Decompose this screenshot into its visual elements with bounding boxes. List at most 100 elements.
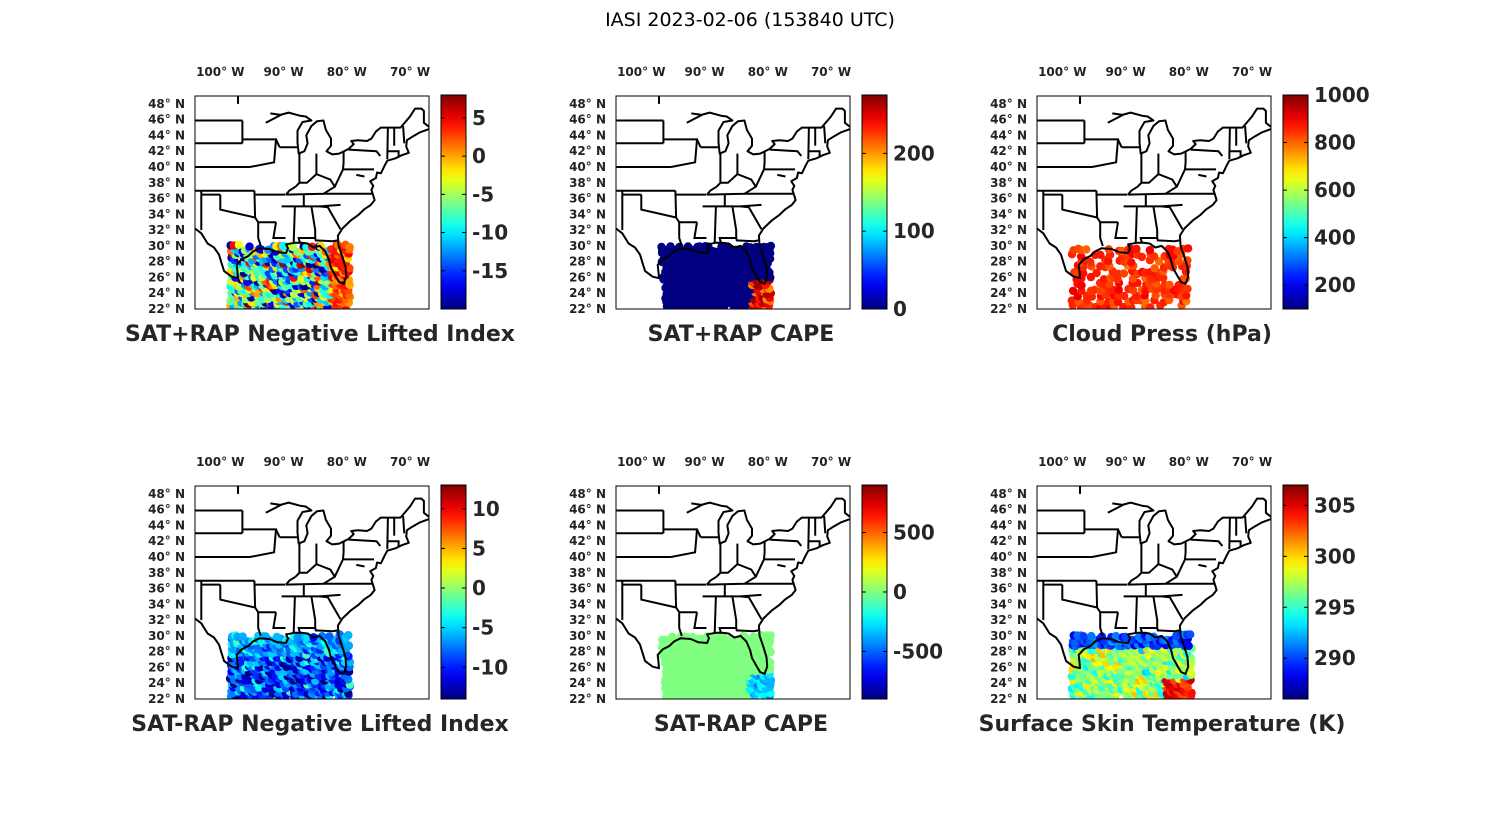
lat-tick-label: 46° N	[569, 503, 606, 517]
lat-tick-label: 40° N	[990, 160, 1027, 174]
lat-tick-label: 22° N	[569, 302, 606, 316]
state-border	[242, 138, 278, 168]
data-point	[1165, 280, 1174, 290]
state-border	[1128, 172, 1179, 196]
state-border	[285, 575, 297, 586]
lat-tick-label: 26° N	[990, 660, 1027, 674]
data-point	[766, 631, 775, 640]
lat-tick-label: 38° N	[569, 176, 606, 190]
data-point	[344, 641, 354, 650]
lat-tick-label: 48° N	[148, 487, 185, 501]
lon-tick-label: 100° W	[1038, 455, 1086, 469]
data-point	[345, 243, 354, 252]
data-point	[766, 241, 776, 251]
lat-tick-label: 34° N	[990, 597, 1027, 611]
panel-title: Cloud Press (hPa)	[1052, 322, 1272, 347]
northern-border	[1112, 497, 1271, 546]
lat-tick-label: 44° N	[569, 128, 606, 142]
state-border	[823, 125, 827, 144]
lat-tick-label: 32° N	[148, 223, 185, 237]
map-borders	[195, 486, 429, 675]
lat-tick-label: 36° N	[148, 192, 185, 206]
lat-tick-label: 42° N	[569, 534, 606, 548]
colorbar-tick-label: -10	[472, 655, 508, 679]
scatter-points	[657, 631, 776, 699]
panel-title: SAT-RAP CAPE	[654, 712, 828, 737]
state-border	[1229, 540, 1242, 547]
map-frame	[615, 485, 851, 700]
lat-tick-label: 38° N	[990, 566, 1027, 580]
lat-tick-label: 40° N	[990, 550, 1027, 564]
colorbar-tick-label: 100	[893, 219, 935, 243]
lat-tick-label: 40° N	[148, 550, 185, 564]
colorbar-tick-label: 0	[893, 297, 907, 321]
data-point	[1186, 630, 1195, 639]
lat-tick-label: 28° N	[569, 255, 606, 269]
data-point	[657, 242, 666, 252]
lon-tick-label: 80° W	[327, 455, 367, 469]
panel-title: SAT+RAP CAPE	[648, 322, 835, 347]
lon-tick-label: 70° W	[390, 455, 430, 469]
panel-p1: 100° W 90° W 80° W 70° W 48° N 46° N44° N 42° …	[125, 65, 515, 347]
data-point	[1067, 296, 1077, 305]
data-point	[1068, 286, 1078, 296]
coastline	[195, 128, 429, 285]
state-border	[807, 517, 810, 550]
map-borders	[195, 96, 429, 285]
lon-tick-label: 100° W	[617, 455, 665, 469]
northern-border	[691, 107, 850, 156]
state-border	[402, 125, 406, 144]
state-border	[1175, 541, 1187, 578]
data-point	[1077, 281, 1086, 290]
state-border	[740, 595, 763, 620]
state-border	[706, 575, 718, 586]
colorbar-tick-label: 400	[1314, 226, 1356, 250]
lat-tick-label: 22° N	[990, 692, 1027, 706]
state-border	[1175, 151, 1187, 188]
state-border	[1127, 185, 1139, 196]
state-border	[1229, 150, 1242, 157]
state-border	[1198, 173, 1207, 178]
map-frame	[1036, 95, 1272, 310]
lat-tick-label: 34° N	[569, 597, 606, 611]
lon-tick-label: 100° W	[617, 65, 665, 79]
lat-tick-label: 36° N	[990, 192, 1027, 206]
data-point	[1119, 291, 1129, 301]
state-border	[242, 528, 278, 558]
state-border	[1134, 206, 1138, 243]
lon-tick-label: 80° W	[748, 65, 788, 79]
lon-tick-label: 90° W	[263, 65, 303, 79]
lat-tick-label: 32° N	[148, 613, 185, 627]
lat-tick-label: 34° N	[569, 207, 606, 221]
lat-tick-label: 44° N	[148, 518, 185, 532]
colorbar-tick-label: 10	[472, 497, 500, 521]
lat-tick-label: 24° N	[569, 286, 606, 300]
state-border	[1244, 125, 1248, 144]
data-point	[1183, 284, 1192, 294]
lon-tick-label: 80° W	[1169, 455, 1209, 469]
data-point	[1146, 303, 1155, 309]
lat-tick-label: 24° N	[148, 676, 185, 690]
data-point	[325, 632, 334, 641]
colorbar	[1282, 94, 1309, 310]
colorbar-tick-label: 5	[472, 106, 486, 130]
colorbar-tick-label: 200	[893, 141, 935, 165]
lat-tick-label: 30° N	[569, 239, 606, 253]
state-border	[769, 538, 803, 547]
state-border	[319, 205, 342, 230]
state-border	[1198, 563, 1207, 568]
data-point	[1127, 258, 1136, 267]
lon-tick-label: 80° W	[748, 455, 788, 469]
colorbar-tick-label: 800	[1314, 131, 1356, 155]
state-border	[777, 563, 786, 568]
coastline	[1037, 128, 1271, 285]
state-border	[777, 173, 786, 178]
lon-tick-label: 80° W	[327, 65, 367, 79]
state-border	[754, 541, 766, 578]
lon-tick-label: 70° W	[1232, 455, 1272, 469]
data-point	[1150, 264, 1159, 273]
state-border	[1134, 596, 1138, 633]
data-point	[317, 632, 327, 641]
state-border	[275, 138, 281, 148]
state-border	[292, 596, 296, 633]
